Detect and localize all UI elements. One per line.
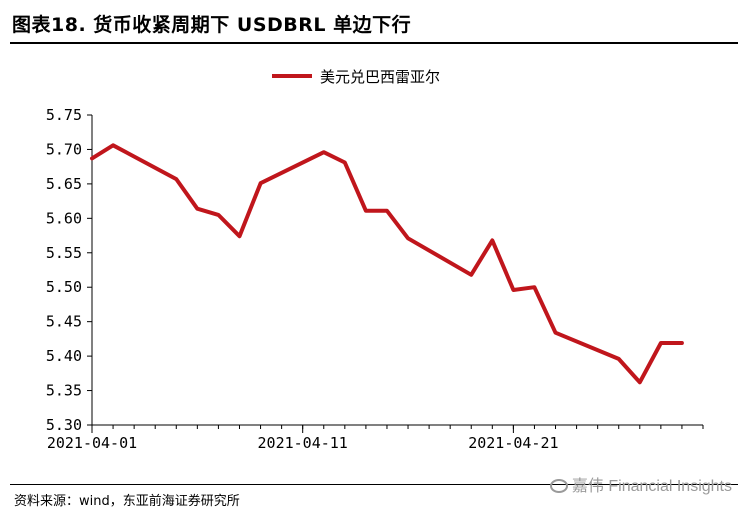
legend: 美元兑巴西雷亚尔 xyxy=(272,68,440,86)
data-point xyxy=(364,209,368,213)
chart-title: 图表18. 货币收紧周期下 USDBRL 单边下行 xyxy=(12,14,412,36)
legend-label: 美元兑巴西雷亚尔 xyxy=(320,68,440,86)
y-tick-label: 5.75 xyxy=(46,106,82,124)
y-tick-label: 5.55 xyxy=(46,244,82,262)
data-point xyxy=(90,156,94,160)
y-tick-label: 5.60 xyxy=(46,209,82,227)
y-tick-label: 5.50 xyxy=(46,278,82,296)
wechat-icon xyxy=(549,479,568,493)
title-divider xyxy=(10,42,738,44)
data-point xyxy=(322,150,326,154)
y-tick-label: 5.40 xyxy=(46,347,82,365)
y-axis: 5.30 5.35 5.40 5.45 5.50 5.55 5.60 5.65 5.70 5.75 xyxy=(46,106,93,434)
data-point xyxy=(617,357,621,361)
x-tick-label: 2021-04-11 xyxy=(258,434,348,452)
data-point xyxy=(511,288,515,292)
data-point xyxy=(111,143,115,147)
data-point xyxy=(680,341,684,345)
data-point xyxy=(259,181,263,185)
x-tick-label: 2021-04-21 xyxy=(468,434,558,452)
line-chart: 美元兑巴西雷亚尔 5.30 5.35 5.40 5.45 5.50 5.55 5.60 5.6… xyxy=(46,68,704,452)
data-point xyxy=(343,161,347,165)
data-point xyxy=(385,209,389,213)
data-point xyxy=(638,380,642,384)
plot-area xyxy=(90,143,684,385)
data-point xyxy=(195,207,199,211)
y-tick-label: 5.45 xyxy=(46,313,82,331)
data-point xyxy=(554,331,558,335)
x-tick-label: 2021-04-01 xyxy=(47,434,137,452)
y-tick-label: 5.30 xyxy=(46,416,82,434)
x-axis: 2021-04-01 2021-04-11 2021-04-21 xyxy=(47,424,704,452)
watermark-text: 嘉伟 Financial Insights xyxy=(571,478,732,495)
source-note: 资料来源：wind，东亚前海证券研究所 xyxy=(14,494,240,509)
data-point xyxy=(532,285,536,289)
series-line xyxy=(90,143,684,385)
data-point xyxy=(406,236,410,240)
data-point xyxy=(659,341,663,345)
data-point xyxy=(469,273,473,277)
watermark: 嘉伟 Financial Insights xyxy=(549,472,732,496)
y-tick-label: 5.65 xyxy=(46,175,82,193)
footer-divider xyxy=(10,484,738,485)
y-tick-label: 5.35 xyxy=(46,382,82,400)
data-point xyxy=(174,177,178,181)
data-point xyxy=(237,234,241,238)
y-tick-label: 5.70 xyxy=(46,140,82,158)
data-point xyxy=(490,238,494,242)
data-point xyxy=(216,213,220,217)
